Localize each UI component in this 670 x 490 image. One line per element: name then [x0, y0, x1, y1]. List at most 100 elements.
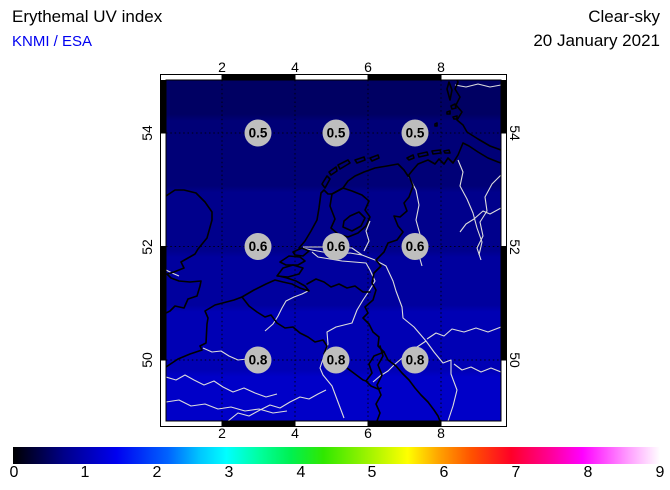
- river-main: [453, 363, 501, 373]
- uv-circle: [401, 346, 429, 374]
- uv-value: 0.5: [327, 126, 346, 141]
- coastline-wadden-island: [431, 149, 442, 155]
- colorbar-tick-1: 1: [80, 464, 90, 481]
- colorbar-tick-8: 8: [583, 464, 593, 481]
- coastline-england: [166, 189, 213, 314]
- lon-label-top-6: 6: [364, 59, 372, 75]
- river-meuse: [311, 251, 376, 419]
- coastline-netherlands-germany: [298, 142, 501, 249]
- border-luxembourg: [365, 351, 385, 390]
- frame-segment: [368, 75, 441, 80]
- uv-circle: [322, 119, 350, 147]
- lon-label-top-4: 4: [291, 59, 299, 75]
- uv-value: 0.6: [406, 239, 425, 254]
- coastline-flevoland: [342, 211, 366, 232]
- lat-label-right-52: 52: [507, 239, 523, 255]
- coastline-ijsselmeer: [329, 187, 371, 238]
- map-frame: [161, 75, 506, 426]
- coastline-north-frisian-island: [446, 81, 453, 101]
- lat-label-left-54: 54: [139, 125, 155, 141]
- uv-value: 0.8: [327, 353, 346, 368]
- border-denmark-germany: [454, 83, 501, 88]
- lon-label-bottom-4: 4: [291, 425, 299, 441]
- uv-value-marker: 0.5: [401, 119, 429, 147]
- coastlines-layer: [166, 80, 501, 421]
- colorbar-tick-3: 3: [224, 464, 234, 481]
- coastline-wadden-island: [443, 149, 451, 154]
- frame-segment: [222, 75, 295, 80]
- river-scheldt: [264, 290, 309, 332]
- lon-label-top-8: 8: [437, 59, 445, 75]
- coastline-wadden-island: [369, 154, 380, 162]
- river-marne: [166, 399, 288, 414]
- uv-value-marker: 0.5: [244, 119, 272, 147]
- colorbar-tick-5: 5: [367, 464, 377, 481]
- uv-circle: [401, 233, 429, 260]
- coastline-north-frisian-island: [452, 115, 458, 120]
- colorbar-tick-0: 0: [9, 464, 19, 481]
- coastline-north-frisian-island: [450, 103, 457, 110]
- coastline-wadden-island: [354, 156, 366, 164]
- uv-value: 0.5: [249, 126, 268, 141]
- condition-label: Clear-sky: [588, 7, 660, 26]
- coastline-wadden-island: [321, 175, 331, 189]
- river-lahn: [426, 326, 501, 340]
- uv-circle: [322, 233, 350, 260]
- uv-circle: [322, 346, 350, 374]
- river-ijssel: [363, 220, 371, 252]
- river-seine: [166, 374, 278, 398]
- border-lorraine: [375, 345, 384, 421]
- graticule-layer: [166, 80, 501, 421]
- frame-segment: [161, 80, 166, 133]
- lat-label-right-54: 54: [507, 125, 523, 141]
- frame-segment: [161, 246, 166, 360]
- lon-label-bottom-2: 2: [218, 425, 226, 441]
- uv-value: 0.6: [327, 239, 346, 254]
- lon-label-top-2: 2: [218, 59, 226, 75]
- border-belgium-netherlands: [306, 278, 371, 293]
- river-elbe: [476, 174, 501, 261]
- river-oise: [227, 389, 327, 421]
- uv-circle: [401, 119, 429, 147]
- colorbar-tick-9: 9: [655, 464, 665, 481]
- coastline-wadden-island: [406, 154, 415, 161]
- uv-value-marker: 0.8: [401, 346, 429, 374]
- uv-value-marker: 0.6: [244, 233, 272, 260]
- uv-circle: [244, 119, 272, 147]
- page-title: Erythemal UV index: [12, 7, 163, 26]
- colorbar-tick-6: 6: [439, 464, 449, 481]
- colorbar-tick-4: 4: [296, 464, 306, 481]
- frame-segment: [501, 80, 506, 133]
- uv-value-marker: 0.5: [322, 119, 350, 147]
- coastline-zeeland-island: [279, 255, 306, 266]
- coastline-wadden-island: [337, 159, 351, 170]
- uv-value: 0.6: [249, 239, 268, 254]
- coastline-zeeland-island: [276, 264, 304, 278]
- date-label: 20 January 2021: [533, 31, 660, 50]
- coastline-north-frisian-island: [446, 110, 451, 115]
- lon-label-bottom-8: 8: [437, 425, 445, 441]
- lat-label-left-50: 50: [139, 352, 155, 368]
- uv-values-layer: 0.5 0.5 0.5 0.6 0.6 0.6 0.8 0.8: [244, 119, 429, 374]
- border-germany-france: [383, 351, 441, 421]
- lat-label-left-52: 52: [139, 239, 155, 255]
- lon-label-bottom-6: 6: [364, 425, 372, 441]
- river-aller: [459, 207, 501, 233]
- lat-label-right-50: 50: [507, 352, 523, 368]
- source-label: KNMI / ESA: [12, 33, 93, 50]
- map-svg: 0.5 0.5 0.5 0.6 0.6 0.6 0.8 0.8: [160, 74, 507, 427]
- uv-value-marker: 0.6: [401, 233, 429, 260]
- uv-colorbar: [13, 447, 660, 464]
- frame-segment: [501, 246, 506, 360]
- coastline-wadden-island: [417, 151, 429, 158]
- coastline-zeeland-island: [292, 247, 310, 257]
- uv-value: 0.5: [406, 126, 425, 141]
- coastline-wadden-island: [328, 166, 338, 176]
- colorbar-tick-7: 7: [511, 464, 521, 481]
- uv-circle: [244, 346, 272, 374]
- coastline-heligoland: [434, 122, 438, 127]
- uv-value-marker: 0.8: [244, 346, 272, 374]
- frame-segment: [368, 421, 441, 426]
- uv-value: 0.8: [249, 353, 268, 368]
